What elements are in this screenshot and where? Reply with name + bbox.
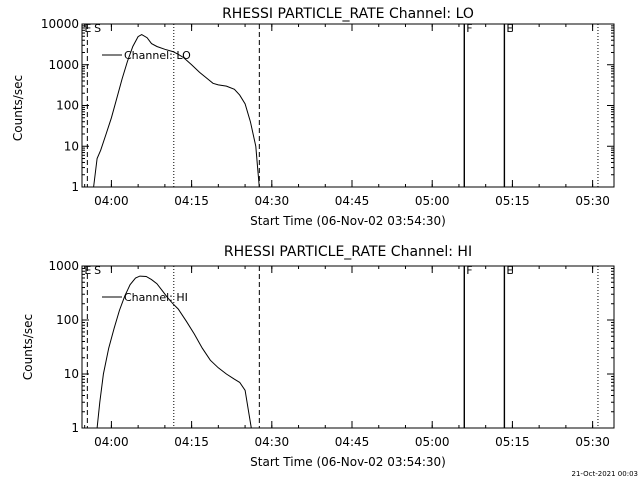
hi-y-tick-label: 1 [71,421,79,435]
lo-y-tick-label: 10 [64,139,79,153]
footer-timestamp: 21-Oct-2021 00:03 [572,470,638,478]
hi-y-tick-label: 100 [56,313,79,327]
lo-ref-label: F [466,22,472,35]
hi-y-tick-label: 1000 [48,259,79,273]
hi-chart-title: RHESSI PARTICLE_RATE Channel: HI [224,244,472,260]
lo-y-tick-label: 10000 [41,17,79,31]
lo-x-tick-label: 04:15 [174,194,209,208]
lo-x-tick-label: 05:00 [415,194,450,208]
hi-legend-label: Channel: HI [124,291,188,304]
lo-x-axis-label: Start Time (06-Nov-02 03:54:30) [250,214,446,228]
lo-x-tick-label: 04:45 [335,194,370,208]
lo-x-tick-label: 05:30 [575,194,610,208]
lo-chart-title: RHESSI PARTICLE_RATE Channel: LO [222,6,474,22]
hi-y-axis-label: Counts/sec [21,314,35,380]
lo-series-line [93,34,260,188]
lo-plot-area: 04:00 04:15 04:30 04:45 05:00 05:15 05:30 1 10 10… [41,17,615,208]
lo-channel-panel: RHESSI PARTICLE_RATE Channel: LO Counts/… [11,6,615,228]
lo-y-tick-label: 1 [71,180,79,194]
hi-marker-s: S [94,264,101,277]
lo-y-axis-label: Counts/sec [11,75,25,141]
lo-ref-label: E [506,22,513,35]
hi-plot-area: 04:00 04:15 04:30 04:45 05:00 05:15 05:30 1 10 10… [48,259,615,449]
hi-x-tick-label: 05:15 [495,435,530,449]
hi-channel-panel: RHESSI PARTICLE_RATE Channel: HI Counts/… [21,244,615,469]
lo-marker-e: E [84,22,91,35]
lo-x-tick-label: 04:30 [255,194,290,208]
hi-ref-label: E [506,264,513,277]
hi-series-line [96,275,252,429]
hi-x-tick-label: 04:15 [174,435,209,449]
lo-marker-s: S [94,22,101,35]
hi-x-tick-label: 04:30 [255,435,290,449]
hi-x-tick-label: 04:00 [94,435,129,449]
lo-y-tick-label: 1000 [48,58,79,72]
hi-x-tick-label: 04:45 [335,435,370,449]
lo-y-tick-label: 100 [56,99,79,113]
hi-y-tick-label: 10 [64,367,79,381]
hi-x-axis-label: Start Time (06-Nov-02 03:54:30) [250,455,446,469]
hi-marker-e: E [84,264,91,277]
hi-axes-frame [81,265,615,429]
hi-x-tick-label: 05:00 [415,435,450,449]
lo-x-tick-label: 04:00 [94,194,129,208]
lo-x-tick-label: 05:15 [495,194,530,208]
lo-legend-label: Channel: LO [124,49,191,62]
hi-ref-label: F [466,264,472,277]
hi-x-tick-label: 05:30 [575,435,610,449]
